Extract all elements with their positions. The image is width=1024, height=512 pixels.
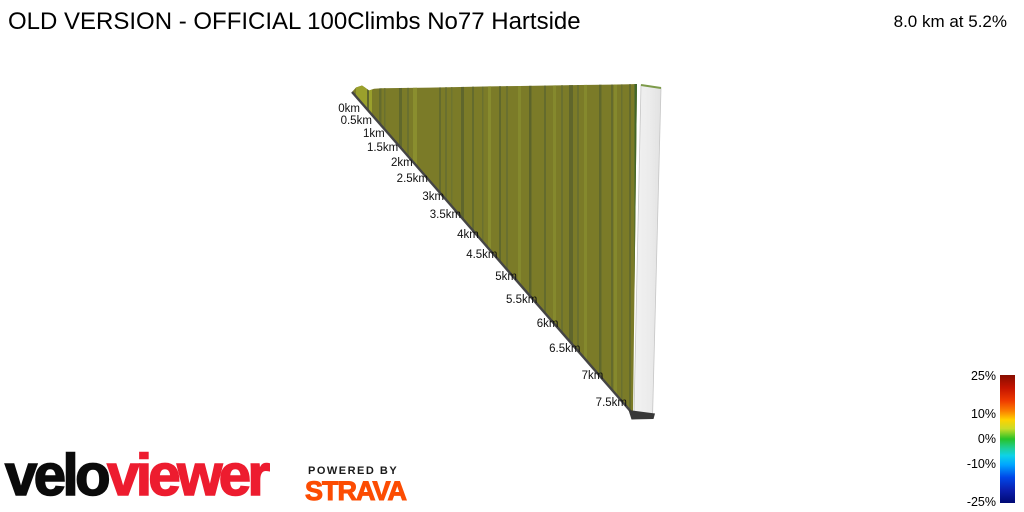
distance-label: 5.5km [505,294,538,307]
distance-label: 6km [536,318,559,331]
distance-label: 4km [457,228,479,241]
legend-tick-label: 10% [970,406,996,421]
distance-label: 1km [362,127,385,140]
distance-label: 5km [495,271,517,284]
distance-label: 3.5km [429,209,462,222]
legend-tick-label: -10% [966,457,996,472]
legend-tick-label: 25% [970,368,996,383]
strava-logo: STRAVA [305,476,408,507]
distance-label: 4.5km [466,249,498,262]
ribbon-surface [352,84,637,414]
climb-summary: 8.0 km at 5.2% [893,12,1007,31]
distance-label: 3km [422,190,445,203]
ribbon-side-top-edge [640,84,662,89]
distance-label: 2.5km [396,173,428,186]
ribbon-side-face [633,84,662,419]
ribbon-base-edge [351,91,634,415]
ribbon-bottom-cap [628,410,655,420]
distance-label: 1.5km [366,141,399,154]
veloviewer-logo-viewer: viewer [106,443,271,508]
distance-label: 2km [390,156,413,169]
veloviewer-logo-velo: velo [4,443,111,508]
page-title: OLD VERSION - OFFICIAL 100Climbs No77 Ha… [8,8,581,35]
distance-label: 0.5km [340,114,372,127]
legend-tick-label: -25% [966,495,996,510]
distance-label: 7km [581,369,604,382]
distance-label: 6.5km [549,343,581,356]
veloviewer-logo: veloviewer [4,446,271,506]
legend-tick-label: 0% [977,432,996,446]
distance-label: 7.5km [595,396,627,409]
gradient-legend-colorbar [1000,375,1015,503]
distance-label: 0km [338,103,360,115]
powered-by-label: POWERED BY [308,465,399,477]
